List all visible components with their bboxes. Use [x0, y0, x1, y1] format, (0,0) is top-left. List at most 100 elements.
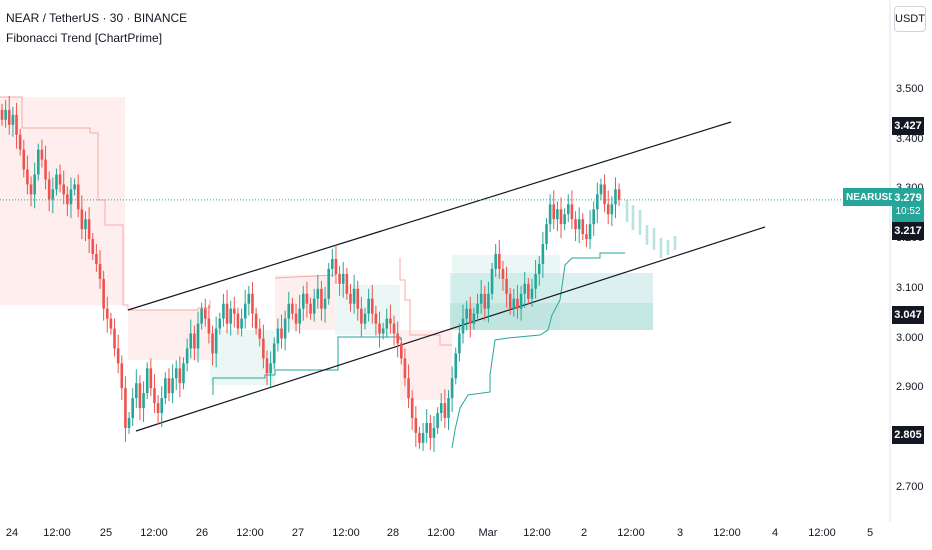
- time-tick-label: 25: [99, 527, 113, 539]
- candle-body: [269, 363, 272, 374]
- time-tick-label: 12:00: [140, 527, 168, 539]
- candle: [614, 177, 617, 219]
- candle: [62, 170, 66, 205]
- candle: [458, 323, 461, 362]
- candle: [229, 300, 232, 336]
- candle-body: [280, 328, 283, 339]
- candle: [563, 208, 566, 231]
- candle-body: [381, 328, 385, 334]
- candle: [447, 390, 450, 430]
- candle-body: [385, 318, 389, 329]
- candle-body: [73, 184, 76, 190]
- price-level-badge: 2.805: [892, 426, 924, 445]
- candle-body: [596, 194, 599, 210]
- candle-body: [214, 328, 218, 354]
- candle-body: [287, 303, 291, 319]
- candle-body: [84, 219, 87, 230]
- candle-body: [40, 149, 44, 160]
- candle-body: [519, 293, 523, 309]
- candle-body: [171, 378, 174, 394]
- candle-body: [109, 318, 113, 329]
- candle-body: [534, 273, 537, 289]
- candle-body: [283, 318, 287, 339]
- candle: [592, 201, 595, 237]
- candle-body: [352, 288, 356, 304]
- candle-body: [11, 114, 15, 125]
- candle-body: [378, 323, 381, 334]
- candle-body: [400, 343, 403, 359]
- candle: [461, 304, 465, 344]
- candle: [269, 351, 272, 388]
- candle: [498, 240, 501, 279]
- candle: [534, 259, 537, 299]
- trend-channel: [127, 121, 766, 432]
- candle: [487, 281, 490, 323]
- candle-body: [461, 318, 465, 334]
- candle-body: [367, 298, 370, 314]
- candle: [414, 406, 418, 447]
- candle: [527, 277, 530, 305]
- candle-body: [95, 254, 98, 264]
- candle: [105, 296, 109, 333]
- candle: [203, 298, 207, 327]
- price-level-badge: 3.217: [892, 221, 924, 240]
- candle: [258, 318, 262, 347]
- time-tick-label: 12:00: [43, 527, 71, 539]
- candle: [95, 244, 98, 272]
- candle: [559, 197, 563, 239]
- candle-body: [552, 204, 556, 220]
- candle-body: [33, 174, 36, 195]
- candle-body: [18, 134, 22, 150]
- candle: [243, 289, 247, 329]
- candle: [51, 177, 55, 214]
- candle-body: [76, 184, 80, 210]
- candle-body: [156, 403, 160, 414]
- candle-body: [338, 273, 341, 284]
- indicator-title[interactable]: Fibonacci Trend [ChartPrime]: [6, 31, 163, 45]
- candle-body: [51, 189, 55, 200]
- candle-body: [548, 204, 552, 225]
- candle-body: [15, 114, 18, 135]
- candle-body: [356, 288, 360, 309]
- time-tick-label: 28: [386, 527, 400, 539]
- candle: [265, 350, 269, 386]
- time-tick-label: 4: [771, 527, 779, 539]
- candle-body: [44, 159, 47, 180]
- candle-body: [599, 184, 603, 195]
- trend-fill: [128, 310, 210, 360]
- candle: [610, 196, 614, 227]
- candle: [11, 106, 15, 137]
- candle-body: [116, 348, 120, 364]
- projection-candle: [652, 228, 656, 250]
- candle-body: [483, 293, 487, 309]
- candle: [4, 99, 7, 128]
- time-tick-label: 12:00: [713, 527, 741, 539]
- candle-body: [425, 422, 429, 433]
- candle-body: [113, 328, 116, 349]
- currency-button[interactable]: USDT: [894, 6, 926, 32]
- candle-body: [541, 244, 545, 264]
- candle: [385, 308, 389, 337]
- candle: [338, 265, 341, 296]
- candle-body: [407, 378, 410, 399]
- candle-body: [403, 358, 407, 379]
- candle: [479, 279, 483, 314]
- candle: [541, 232, 545, 278]
- candle: [516, 284, 519, 319]
- candle: [450, 366, 454, 413]
- candle-body: [559, 209, 563, 225]
- candle: [272, 337, 276, 370]
- candle: [410, 390, 414, 430]
- candle: [334, 245, 338, 284]
- candle-body: [436, 413, 439, 428]
- candle-body: [62, 184, 66, 195]
- candle-body: [178, 368, 182, 384]
- candle-body: [102, 278, 105, 309]
- candle: [22, 139, 26, 178]
- candle: [425, 409, 429, 443]
- symbol-title[interactable]: NEAR / TetherUS · 30 · BINANCE: [6, 11, 188, 25]
- candle: [171, 364, 174, 404]
- candle-body: [487, 293, 490, 309]
- candle-body: [320, 288, 323, 309]
